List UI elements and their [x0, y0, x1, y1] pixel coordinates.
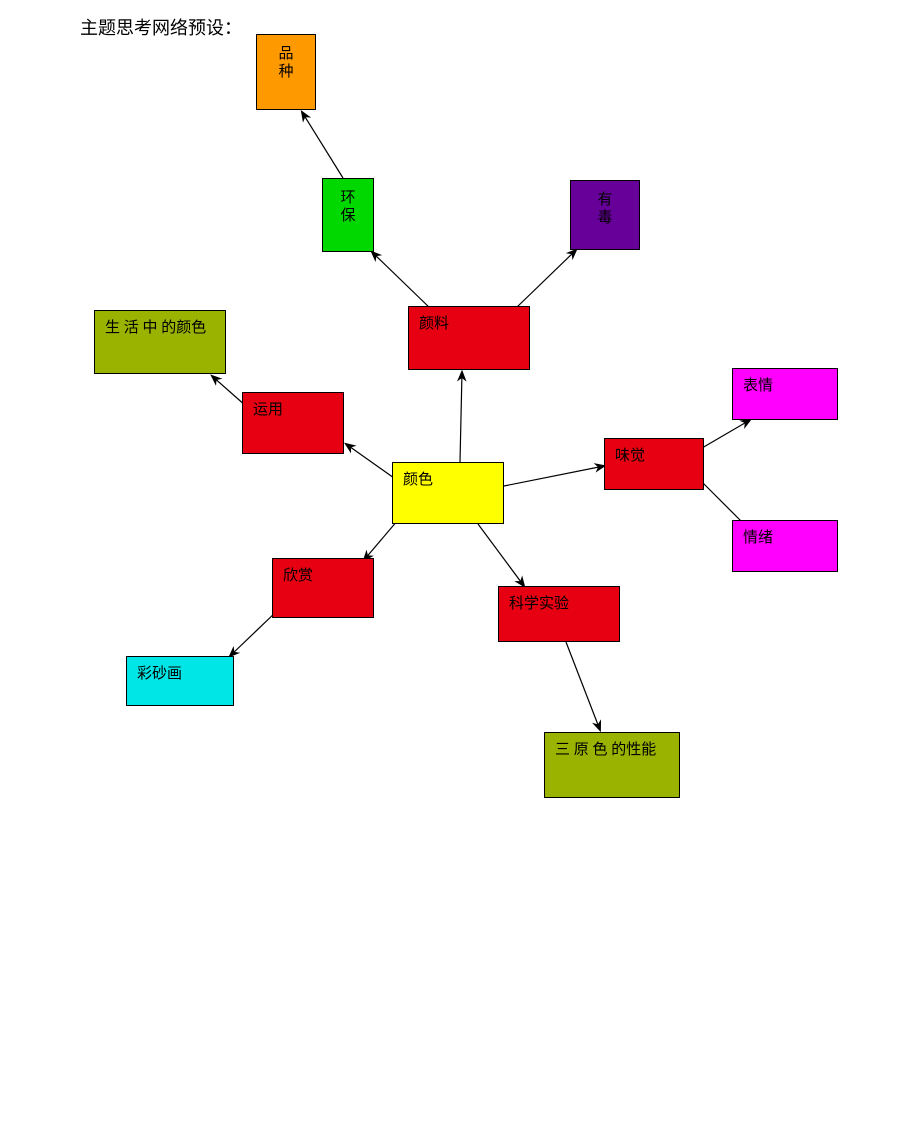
node-label: 颜色 — [403, 471, 433, 491]
node-label: 情绪 — [743, 529, 773, 549]
node-label: 表情 — [743, 377, 773, 397]
node-emotion: 情绪 — [732, 520, 838, 572]
edge-3 — [516, 250, 576, 308]
node-lifecolor: 生 活 中 的颜色 — [94, 310, 226, 374]
node-taste: 味觉 — [604, 438, 704, 490]
node-science: 科学实验 — [498, 586, 620, 642]
node-label: 生 活 中 的颜色 — [105, 319, 206, 339]
node-pigment: 颜料 — [408, 306, 530, 370]
node-appreciate: 欣赏 — [272, 558, 374, 618]
node-label: 三 原 色 的性能 — [555, 741, 656, 761]
node-label: 彩砂画 — [137, 665, 182, 685]
node-label: 科学实验 — [509, 595, 569, 615]
edge-2 — [302, 112, 343, 178]
edge-11 — [478, 524, 524, 586]
edge-9 — [364, 520, 398, 560]
node-eco: 环保 — [322, 178, 374, 252]
node-sandpaint: 彩砂画 — [126, 656, 234, 706]
node-use: 运用 — [242, 392, 344, 454]
edge-12 — [566, 642, 600, 730]
node-primary: 三 原 色 的性能 — [544, 732, 680, 798]
node-label: 欣赏 — [283, 567, 313, 587]
node-label: 颜料 — [419, 315, 449, 335]
node-label: 运用 — [253, 401, 283, 421]
edge-5 — [212, 376, 246, 406]
node-label: 味觉 — [615, 447, 645, 467]
edge-6 — [504, 466, 604, 486]
edge-10 — [230, 610, 278, 656]
node-toxic: 有毒 — [570, 180, 640, 250]
edge-0 — [460, 372, 462, 462]
edge-4 — [346, 444, 394, 478]
node-expression: 表情 — [732, 368, 838, 420]
mind-map-diagram: 颜色 颜料 环保品种有毒运用 生 活 中 的颜色味觉 表情情绪欣赏彩砂画 科学实验三 原 … — [0, 0, 920, 1123]
edge-7 — [702, 420, 750, 448]
edge-1 — [372, 252, 432, 310]
node-center: 颜色 — [392, 462, 504, 524]
node-variety: 品种 — [256, 34, 316, 110]
